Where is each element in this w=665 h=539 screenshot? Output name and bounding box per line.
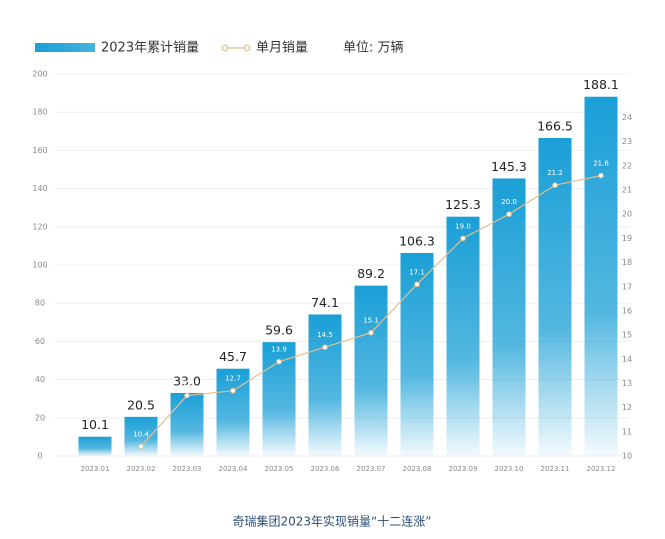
bar [308,314,342,456]
unit-note: 单位: 万辆 [343,41,404,56]
x-tick-label: 2023.08 [403,465,432,473]
line-value-label: 12.7 [225,375,241,383]
bar-value-label: 89.2 [357,266,385,281]
x-tick-label: 2023.03 [173,465,202,473]
x-tick-label: 2023.02 [127,465,156,473]
bar [124,416,158,456]
line-point [506,211,512,218]
y-tick-label: 160 [32,146,47,155]
y2-tick-label: 21 [622,186,632,195]
legend-swatch-marker [221,44,229,52]
y2-tick-label: 14 [622,355,632,364]
bar [492,178,526,457]
bar-value-label: 20.5 [127,397,155,412]
legend-label: 单月销量 [256,41,308,56]
line-value-label: 19.0 [455,222,471,230]
bar [78,436,112,456]
line-point [552,182,558,189]
y2-tick-label: 17 [622,282,632,291]
y2-tick-label: 20 [622,210,632,219]
bar-value-label: 145.3 [491,159,527,174]
y-tick-label: 80 [35,299,45,308]
y2-tick-label: 10 [622,452,632,461]
line-point [598,172,604,179]
line-point [230,387,236,394]
bar [170,392,204,456]
bar-value-label: 125.3 [445,197,481,212]
line-point [322,344,328,351]
bar [446,216,480,456]
legend: 2023年累计销量 单月销量 单位: 万辆 [35,41,404,56]
y-tick-label: 60 [35,337,45,346]
y-tick-label: 40 [35,375,45,384]
y2-tick-label: 12 [622,403,632,412]
x-tick-label: 2023.10 [495,465,524,473]
y-tick-label: 0 [37,452,42,461]
line-point [414,281,420,288]
y-tick-label: 120 [32,222,47,231]
bar-value-label: 188.1 [583,77,619,92]
bar-value-label: 106.3 [399,233,435,248]
line-value-label: 15.1 [363,317,379,325]
y2-tick-label: 24 [622,113,632,122]
legend-swatch-marker [243,44,251,52]
y2-tick-label: 16 [622,306,632,315]
x-tick-label: 2023.09 [449,465,478,473]
bar [538,137,572,457]
x-tick-label: 2023.05 [265,465,294,473]
bar [354,285,388,456]
y-tick-label: 100 [32,261,47,270]
line-point [138,443,144,450]
line-value-label: 14.5 [317,331,333,339]
y2-tick-label: 15 [622,331,632,340]
y-tick-label: 20 [35,413,45,422]
bar [584,96,618,456]
bar-value-label: 45.7 [219,349,247,364]
y2-tick-label: 23 [622,137,632,146]
chart-caption: 奇瑞集团2023年实现销量“十二连涨” [233,514,432,529]
x-tick-label: 2023.12 [587,465,616,473]
bar-value-label: 10.1 [81,417,109,432]
line-value-label: 17.1 [409,268,425,276]
bar-value-label: 166.5 [537,118,573,133]
line-point [276,358,282,365]
line-value-label: 21.6 [593,160,609,168]
x-tick-label: 2023.07 [357,465,386,473]
x-tick-label: 2023.06 [311,465,340,473]
line-value-label: 12.5 [179,380,195,388]
y2-tick-label: 18 [622,258,632,267]
line-value-label: 13.9 [271,346,287,354]
y2-tick-label: 22 [622,161,632,170]
line-point [368,329,374,336]
line-point [460,235,466,242]
bar-value-label: 59.6 [265,323,293,338]
line-value-label: 20.0 [501,198,517,206]
bar-value-label: 33.0 [173,373,201,388]
bar-value-label: 74.1 [311,295,339,310]
y2-tick-label: 11 [622,427,632,436]
y-tick-label: 200 [32,70,47,79]
x-tick-label: 2023.04 [219,465,248,473]
y-tick-label: 140 [32,184,47,193]
y2-tick-label: 13 [622,379,632,388]
x-tick-label: 2023.01 [81,465,110,473]
line-value-label: 10.4 [133,430,149,438]
y-tick-label: 180 [32,108,47,117]
legend-swatch-bar [35,43,95,52]
x-tick-label: 2023.11 [541,465,570,473]
y2-tick-label: 19 [622,234,632,243]
line-value-label: 21.2 [547,169,563,177]
line-point [184,392,190,399]
legend-label: 2023年累计销量 [101,41,199,56]
